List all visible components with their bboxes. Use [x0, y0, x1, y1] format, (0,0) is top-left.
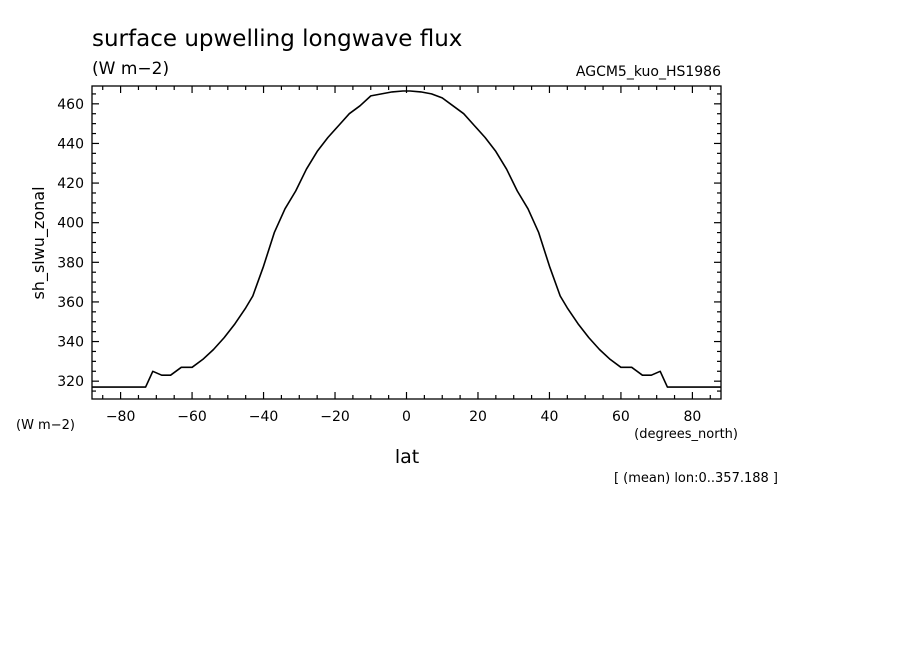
averaging-note: [ (mean) lon:0..357.188 ] — [614, 471, 778, 486]
y-tick-label: 460 — [57, 97, 84, 113]
chart-title: surface upwelling longwave flux — [92, 26, 462, 52]
x-tick-label: 0 — [402, 409, 411, 425]
x-axis-label: lat — [395, 446, 419, 468]
x-tick-label: −40 — [249, 409, 279, 425]
x-tick-label: 40 — [541, 409, 559, 425]
x-tick-label: −60 — [177, 409, 207, 425]
x-tick-label: −80 — [106, 409, 136, 425]
y-tick-label: 420 — [57, 176, 84, 192]
x-tick-label: 60 — [612, 409, 630, 425]
y-tick-label: 360 — [57, 295, 84, 311]
y-tick-label: 440 — [57, 136, 84, 152]
series-line-sh_slwu_zonal — [92, 90, 721, 388]
model-name: AGCM5_kuo_HS1986 — [576, 64, 721, 80]
y-axis: 320 340 360 380 400 420 440 460 — [57, 93, 721, 392]
chart-units: (W m−2) — [92, 59, 169, 79]
y-tick-label: 400 — [57, 216, 84, 232]
plot-frame — [91, 85, 722, 400]
y-tick-label: 380 — [57, 255, 84, 271]
x-tick-label: 20 — [469, 409, 487, 425]
y-tick-label: 340 — [57, 335, 84, 351]
x-tick-label: 80 — [683, 409, 701, 425]
x-axis: −80 −60 −40 −20 0 20 40 60 80 — [102, 86, 711, 425]
y-axis-label: sh_slwu_zonal — [29, 186, 49, 299]
y-tick-label: 320 — [57, 374, 84, 390]
y-units-corner: (W m−2) — [16, 418, 75, 433]
x-tick-label: −20 — [320, 409, 350, 425]
x-units: (degrees_north) — [634, 427, 738, 442]
